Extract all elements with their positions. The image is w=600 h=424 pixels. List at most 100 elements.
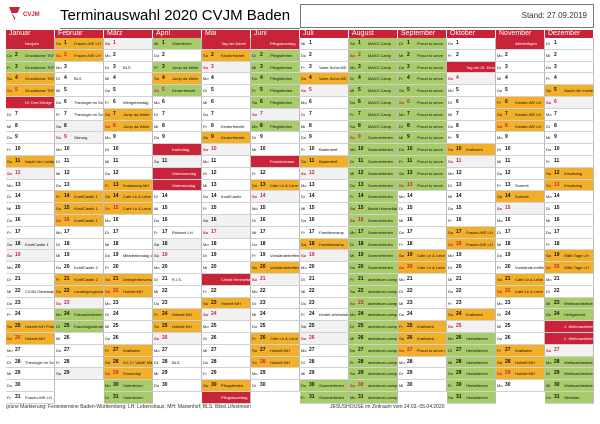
day-number: 28 [505,358,511,365]
weekday-label: Fr [203,371,207,377]
day-number: 19 [358,252,364,259]
event-label: Faschingsdienstag [74,324,103,330]
day-cell: Fr 3 Jump da Welle [153,61,202,74]
day-cell: So 12 Ostersonntag [153,167,202,180]
day-cell: So 12 [6,167,55,180]
event-label: Frauen-WE LH [25,395,52,400]
day-cell: So 9 Sitzung [55,132,104,145]
day-cell: Mi 17 [251,226,300,239]
weekday-label: Mo [448,170,454,176]
day-cell: Mo 28 [398,356,447,369]
weekday-label: Sa [301,76,306,82]
day-cell: Di 17 [496,226,545,239]
day-cell: So 22 Cafe Lir & Lebe [496,285,545,298]
weekday-label: Di [546,123,550,129]
event-label: Kreativ-WE LH [515,111,542,117]
day-number: 10 [211,146,217,153]
weekday-label: Do [203,111,209,117]
weekday-label: Mi [7,41,12,46]
day-cell: So 5 Kinderfreizeit [153,85,202,97]
day-number: 21 [505,276,511,282]
day-number: 8 [407,122,410,129]
weekday-label: Sa [546,253,551,259]
day-cell: Mo 9 [496,132,545,145]
event-label: Herbstferien [466,395,488,400]
weekday-label: Fr [7,64,11,70]
weekday-label: Sa [105,194,110,200]
event-label: Proud to serve [417,76,444,82]
day-number: 15 [358,205,364,212]
day-number: 4 [554,75,557,82]
weekday-label: Fr [203,123,207,129]
day-number: 4 [260,75,263,82]
day-cell: Mo 16 [496,215,545,227]
weekday-label: Sa [7,324,12,330]
day-cell: Fr 21 abenteuer-camp [349,274,398,286]
day-number: 22 [505,287,511,294]
day-number: 21 [309,276,315,282]
weekday-label: Mo [350,395,356,400]
day-cell: Fr 28 abenteuer-camp [349,356,398,369]
weekday-label: So [350,383,356,389]
weekday-label: Do [203,194,209,200]
weekday-label: Fr [448,383,452,389]
day-cell: Sa 22 abenteuer-camp [349,285,398,298]
day-cell: Mo 13 Ostermontag [153,179,202,192]
day-cell: Fr 10 Karfreitag [153,144,202,156]
day-number: 15 [456,205,462,212]
weekday-label: Mi [448,194,453,200]
day-cell: Fr 4 [545,73,594,86]
day-cell: Sa 26 Kraftwerk [398,333,447,345]
weekday-label: Mo [301,182,307,188]
weekday-label: Sa [56,206,61,212]
day-cell: Fr 10 Badentreff [300,144,349,156]
weekday-label: So [203,312,209,318]
weekday-label: Fr [252,253,256,259]
day-cell: Fr 24 [6,309,55,322]
day-cell: So 11 [447,156,496,168]
weekday-label: Sa [448,147,453,153]
day-cell: Mo 21 [545,274,594,286]
day-number: 11 [407,158,413,164]
day-cell: Mo 25 [202,321,251,333]
day-number: 16 [260,217,266,223]
weekday-label: Di [56,76,60,82]
weekday-label: Fr [497,347,501,353]
day-cell: So 25 [447,321,496,333]
day-number: 14 [211,193,217,200]
day-number: 20 [456,264,462,271]
day-number: 24 [211,311,217,318]
day-number: 28 [113,358,119,365]
day-number: 7 [505,110,508,117]
day-number: 19 [64,252,70,259]
day-number: 29 [456,370,462,377]
weekday-label: So [154,88,160,94]
weekday-label: Do [301,135,307,141]
event-label: Sommerferien [319,383,345,389]
event-label: Pfingstmontag [270,41,296,46]
day-number: 31 [211,394,217,400]
weekday-label: Do [7,135,13,141]
day-number: 23 [113,299,119,306]
day-number: 11 [15,158,21,164]
weekday-label: Fr [350,194,354,200]
day-number: 25 [407,323,413,330]
event-label: Vorständetreffen [270,265,299,271]
event-label: Kinder-erlebnistag [319,312,348,318]
weekday-label: Sa [203,218,208,223]
day-number: 29 [162,370,168,377]
day-cell: Mo 20 [6,262,55,274]
day-cell: Do 9 [300,132,349,145]
weekday-label: Mo [252,288,258,294]
event-label: Jump da Welle [123,123,150,129]
day-cell: Fr 12 [251,167,300,180]
day-number: 2 [456,51,459,58]
weekday-label: Di [154,194,158,200]
weekday-label: Mo [154,347,160,353]
day-number: 23 [15,299,21,306]
day-cell: Sa 28 Hofzeit MH [496,356,545,369]
day-number: 3 [211,63,214,70]
day-cell: Sa 17 Frauen-WE LH [447,226,496,239]
weekday-label: Mo [301,265,307,271]
weekday-label: Do [252,241,258,247]
